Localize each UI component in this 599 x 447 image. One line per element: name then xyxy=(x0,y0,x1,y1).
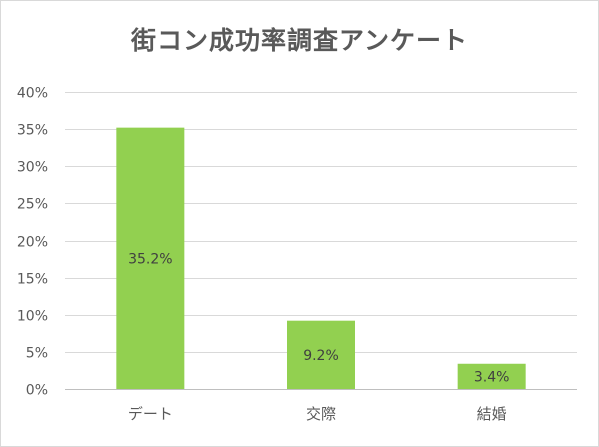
bars xyxy=(116,127,526,389)
bar xyxy=(116,127,185,389)
bar xyxy=(457,363,526,389)
y-tick-label: 10% xyxy=(17,309,48,325)
y-tick-label: 5% xyxy=(26,346,48,362)
y-tick-label: 30% xyxy=(17,160,48,176)
y-tick-label: 35% xyxy=(17,123,48,139)
chart-title: 街コン成功率調査アンケート xyxy=(130,26,468,55)
data-label: 9.2% xyxy=(303,348,339,364)
y-tick-label: 0% xyxy=(26,383,48,399)
y-tick-label: 15% xyxy=(17,272,48,288)
data-label: 3.4% xyxy=(474,369,510,385)
bar xyxy=(287,320,355,389)
labels: 0% 5% 10% 15% 20% 25% 30% 35% 40% 35.2% デート 9.2% 交際 3… xyxy=(17,86,510,424)
data-label: 35.2% xyxy=(128,251,172,267)
x-tick-label: 交際 xyxy=(306,405,336,423)
x-tick-label: デート xyxy=(128,405,173,423)
y-tick-label: 25% xyxy=(17,197,48,213)
y-tick-label: 20% xyxy=(17,235,48,251)
x-tick-label: 結婚 xyxy=(477,405,507,423)
y-tick-label: 40% xyxy=(17,86,48,102)
